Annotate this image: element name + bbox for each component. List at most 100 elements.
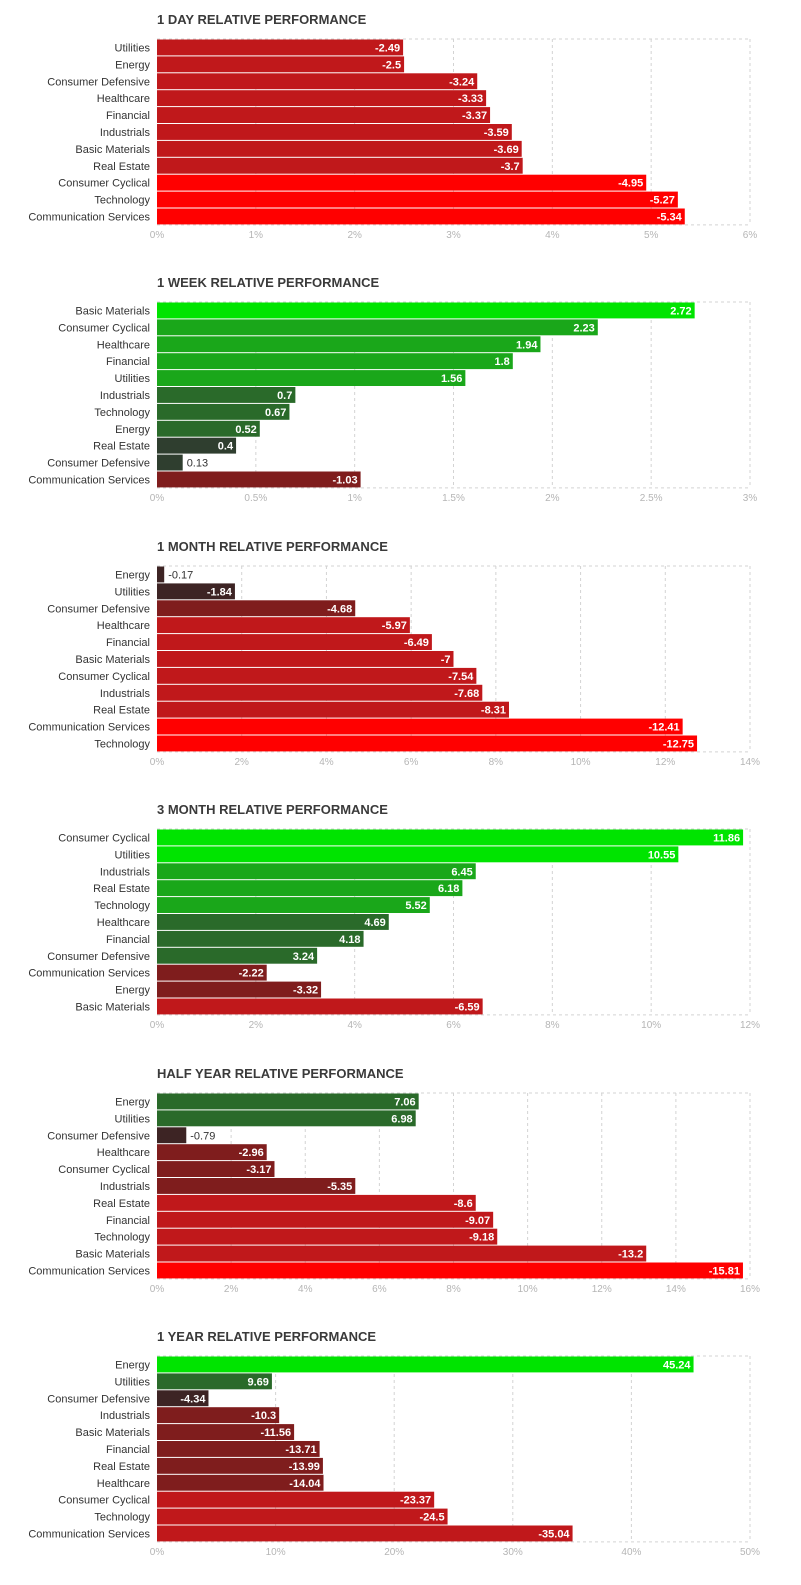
x-tick-label: 0%: [150, 757, 165, 768]
bar-chart: 0% 0.5% 1% 1.5% 2% 2.5% 3% Basic Materials 2.72 C…: [28, 301, 757, 504]
x-tick-label: 6%: [404, 757, 419, 768]
bar: [157, 1508, 448, 1525]
x-tick-label: 8%: [489, 757, 504, 768]
bar: [157, 1373, 272, 1390]
category-label: Utilities: [115, 1113, 151, 1125]
bar-value-label: -1.03: [333, 475, 358, 487]
bar: [157, 353, 513, 370]
bar-value-label: -2.22: [239, 968, 264, 980]
bar-value-label: 6.45: [451, 866, 472, 878]
x-tick-label: 4%: [298, 1283, 313, 1294]
bar: [157, 1194, 476, 1211]
bar: [157, 650, 454, 667]
x-tick-label: 2%: [224, 1283, 239, 1294]
category-label: Healthcare: [97, 620, 150, 632]
category-label: Consumer Defensive: [47, 603, 150, 615]
bar: [157, 73, 478, 90]
bar: [157, 1407, 280, 1424]
bar: [157, 191, 678, 208]
x-tick-label: 8%: [545, 1020, 560, 1031]
bar-value-label: 0.7: [277, 390, 292, 402]
category-label: Technology: [94, 738, 150, 750]
category-label: Energy: [115, 424, 150, 436]
category-label: Utilities: [115, 586, 151, 598]
x-tick-label: 2.5%: [640, 493, 663, 504]
bar-value-label: -24.5: [419, 1512, 444, 1524]
bar: [157, 90, 487, 107]
bar: [157, 998, 483, 1015]
x-tick-label: 10%: [571, 757, 591, 768]
bar-value-label: -23.37: [400, 1495, 431, 1507]
bar-value-label: -8.31: [481, 704, 506, 716]
x-tick-label: 5%: [644, 230, 659, 241]
bar-value-label: 2.23: [573, 323, 594, 335]
x-tick-label: 0%: [150, 1283, 165, 1294]
bar: [157, 1177, 356, 1194]
bar-chart: 0% 1% 2% 3% 4% 5% 6% Utilities -2.49 Energy -2.5 Co…: [28, 38, 757, 241]
chart-title: 3 MONTH RELATIVE PERFORMANCE: [157, 802, 388, 818]
x-tick-label: 0%: [150, 493, 165, 504]
x-tick-label: 2%: [347, 230, 362, 241]
category-label: Consumer Defensive: [47, 1393, 150, 1405]
bar: [157, 616, 410, 633]
bar-value-label: -3.7: [501, 161, 520, 173]
x-tick-label: 14%: [666, 1283, 686, 1294]
x-tick-label: 3%: [446, 230, 461, 241]
category-label: Real Estate: [93, 441, 150, 453]
category-label: Energy: [115, 985, 150, 997]
category-label: Communication Services: [28, 211, 150, 223]
category-label: Basic Materials: [75, 1248, 150, 1260]
bar-value-label: -2.96: [239, 1147, 264, 1159]
bar: [157, 174, 647, 191]
x-tick-label: 14%: [740, 757, 760, 768]
x-tick-label: 1%: [347, 493, 362, 504]
bar: [157, 667, 477, 684]
x-tick-label: 50%: [740, 1547, 760, 1558]
bar: [157, 1228, 498, 1245]
bar-value-label: -7: [441, 654, 451, 666]
bar-value-label: -6.59: [455, 1002, 480, 1014]
bar-value-label: -5.27: [650, 195, 675, 207]
bar-value-label: 1.56: [441, 373, 462, 385]
bar-value-label: -5.97: [382, 620, 407, 632]
bar: [157, 931, 364, 947]
category-label: Consumer Cyclical: [58, 833, 150, 845]
bar-value-label: -13.71: [285, 1444, 316, 1456]
bar: [157, 1245, 647, 1262]
bar: [157, 421, 260, 438]
category-label: Healthcare: [97, 93, 150, 105]
x-tick-label: 40%: [621, 1547, 641, 1558]
bar-value-label: -8.6: [454, 1197, 473, 1209]
bar: [157, 1356, 694, 1373]
x-tick-label: 2%: [249, 1020, 264, 1031]
category-label: Consumer Cyclical: [58, 1164, 150, 1176]
x-tick-label: 0%: [150, 1020, 165, 1031]
bar-value-label: -6.49: [404, 637, 429, 649]
category-label: Energy: [115, 1096, 150, 1108]
bar: [157, 208, 685, 225]
category-label: Real Estate: [93, 161, 150, 173]
bar-value-label: 7.06: [394, 1096, 415, 1108]
bar: [157, 1109, 416, 1126]
bar: [157, 438, 237, 454]
x-tick-label: 30%: [503, 1547, 523, 1558]
bar: [157, 829, 744, 846]
bar-value-label: -1.84: [207, 586, 233, 598]
category-label: Basic Materials: [75, 1002, 150, 1014]
bar: [157, 735, 698, 752]
category-label: Basic Materials: [75, 306, 150, 318]
category-label: Technology: [94, 195, 150, 207]
bar: [157, 684, 483, 701]
category-label: Communication Services: [28, 968, 150, 980]
bar-value-label: -4.95: [618, 178, 643, 190]
category-label: Financial: [106, 357, 150, 369]
bar-value-label: -13.2: [618, 1248, 643, 1260]
category-label: Healthcare: [97, 1478, 150, 1490]
category-label: Technology: [94, 1512, 150, 1524]
category-label: Real Estate: [93, 1197, 150, 1209]
bar-value-label: -9.18: [469, 1231, 494, 1243]
bar-value-label: -5.35: [327, 1181, 352, 1193]
bar: [157, 1491, 435, 1508]
bar-value-label: -7.68: [454, 688, 479, 700]
